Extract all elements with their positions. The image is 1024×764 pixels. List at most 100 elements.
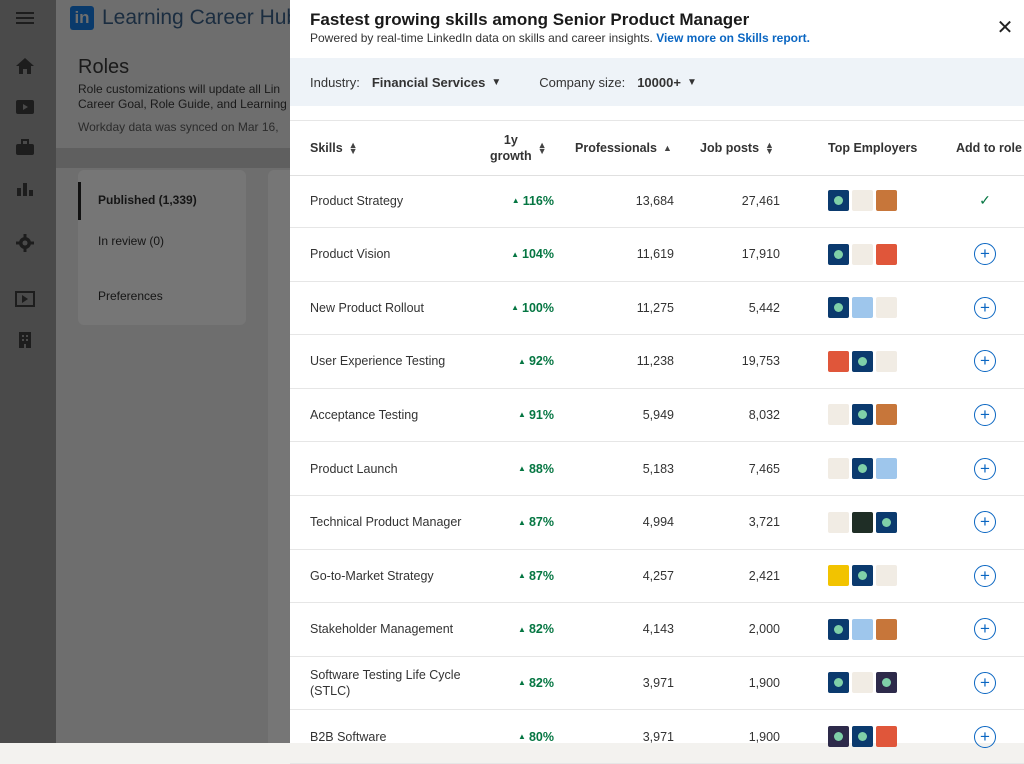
employer-orange-logo[interactable]	[876, 618, 897, 640]
skill-name[interactable]: Technical Product Manager	[310, 515, 462, 530]
skill-name[interactable]: New Product Rollout	[310, 300, 424, 315]
employer-orange-logo[interactable]	[876, 190, 897, 211]
trend-up-icon: ▲	[511, 249, 520, 259]
top-employers	[828, 496, 918, 549]
add-to-role-cell: +	[970, 228, 1000, 281]
col-skills[interactable]: Skills ▲ ▼	[310, 121, 358, 175]
col-growth[interactable]: 1y growth ▲ ▼	[490, 121, 547, 175]
employer-orange-logo[interactable]	[876, 404, 897, 426]
employer-pale-logo[interactable]	[876, 350, 897, 372]
professionals-count: 3,971	[642, 675, 674, 690]
add-to-role-cell: +	[970, 656, 1000, 709]
professionals-count: 11,619	[636, 247, 674, 262]
employer-pale-logo[interactable]	[876, 565, 897, 587]
video-icon[interactable]	[14, 97, 36, 117]
employer-navy-logo[interactable]	[852, 458, 873, 479]
building-icon[interactable]	[14, 330, 36, 350]
menu-icon[interactable]	[14, 8, 36, 28]
industry-dropdown[interactable]: Financial Services ▼	[372, 75, 501, 90]
gear-icon[interactable]	[14, 233, 36, 253]
add-to-role-button[interactable]: +	[974, 296, 996, 319]
employer-yellow-logo[interactable]	[828, 565, 849, 587]
skill-name[interactable]: Product Launch	[310, 461, 398, 476]
employer-red-pattern-logo[interactable]	[876, 243, 897, 265]
employer-pale-logo[interactable]	[852, 672, 873, 694]
employer-dark-green-logo[interactable]	[852, 511, 873, 533]
briefcase-icon[interactable]	[14, 137, 36, 157]
divider-band	[56, 148, 290, 168]
employer-navy-logo[interactable]	[852, 404, 873, 426]
employer-red-pattern-logo[interactable]	[828, 350, 849, 372]
growth-percent: 104%	[522, 247, 554, 262]
skill-name[interactable]: B2B Software	[310, 729, 387, 744]
filter-bar: Industry: Financial Services ▼ Company s…	[290, 58, 1024, 106]
employer-pale-logo[interactable]	[828, 458, 849, 479]
employer-navy-logo[interactable]	[852, 726, 873, 747]
nav-preferences[interactable]: Preferences	[98, 289, 163, 303]
add-to-role-button[interactable]: +	[974, 564, 996, 587]
add-to-role-button[interactable]: +	[974, 671, 996, 694]
employer-navy-logo[interactable]	[828, 672, 849, 694]
employer-navy-logo[interactable]	[852, 350, 873, 372]
app-brand[interactable]: in Learning Career Hub	[70, 6, 298, 30]
table-row: Product Vision ▲ 104% 11,619 17,910 +	[290, 228, 1024, 282]
add-to-role-button[interactable]: +	[974, 618, 996, 641]
employer-red-pattern-logo[interactable]	[876, 726, 897, 747]
add-to-role-button[interactable]: +	[974, 403, 996, 426]
add-to-role-button[interactable]: +	[974, 243, 996, 266]
home-icon[interactable]	[14, 56, 36, 76]
top-employers	[828, 603, 918, 656]
col-job-posts[interactable]: Job posts ▲ ▼	[700, 121, 774, 175]
growth-percent: 80%	[528, 729, 554, 744]
employer-pale-logo[interactable]	[828, 511, 849, 533]
employer-navy-logo[interactable]	[828, 618, 849, 640]
add-to-role-cell: +	[970, 442, 1000, 495]
company-size-dropdown[interactable]: 10000+ ▼	[637, 75, 697, 90]
add-to-role-button[interactable]: +	[974, 511, 996, 534]
add-to-role-button[interactable]: +	[974, 457, 996, 480]
skills-report-link[interactable]: View more on Skills report.	[656, 31, 811, 45]
skill-name[interactable]: Software Testing Life Cycle (STLC)	[310, 667, 461, 698]
employer-navy-logo[interactable]	[828, 243, 849, 265]
skill-name[interactable]: Stakeholder Management	[310, 622, 454, 637]
employer-lightblue-logo[interactable]	[852, 297, 873, 319]
nav-published[interactable]: Published (1,339)	[98, 193, 197, 207]
growth-percent: 87%	[528, 515, 554, 530]
employer-pale-logo[interactable]	[828, 404, 849, 426]
nav-in-review[interactable]: In review (0)	[98, 234, 165, 248]
skill-name[interactable]: Go-to-Market Strategy	[310, 568, 434, 583]
employer-navy-logo[interactable]	[852, 565, 873, 587]
add-to-role-cell: +	[970, 710, 1000, 763]
employer-pale-logo[interactable]	[876, 297, 897, 319]
table-header: Skills ▲ ▼ 1y growth ▲ ▼ Professionals ▲ Jo…	[290, 120, 1024, 176]
skill-name[interactable]: Acceptance Testing	[310, 407, 419, 422]
professionals-count: 5,949	[642, 407, 674, 422]
employer-lightblue-logo[interactable]	[876, 458, 897, 479]
growth-percent: 82%	[528, 622, 554, 637]
skill-name[interactable]: User Experience Testing	[310, 354, 446, 369]
table-row: Product Strategy ▲ 116% 13,684 27,461 ✓	[290, 174, 1024, 228]
employer-navy-logo[interactable]	[876, 511, 897, 533]
table-row: User Experience Testing ▲ 92% 11,238 19,753 +	[290, 335, 1024, 389]
employer-pale-logo[interactable]	[852, 243, 873, 265]
add-to-role-cell: +	[970, 549, 1000, 602]
trend-up-icon: ▲	[518, 356, 526, 366]
col-professionals[interactable]: Professionals ▲	[575, 121, 672, 175]
growth-percent: 116%	[522, 193, 554, 208]
add-to-role-button[interactable]: +	[974, 350, 996, 373]
employer-pale-logo[interactable]	[852, 190, 873, 211]
industry-value: Financial Services	[371, 74, 486, 90]
table-row: Go-to-Market Strategy ▲ 87% 4,257 2,421 +	[290, 549, 1024, 604]
employer-navy-logo[interactable]	[828, 297, 849, 319]
skill-name[interactable]: Product Strategy	[310, 193, 404, 208]
add-to-role-button[interactable]: +	[974, 725, 996, 748]
check-icon[interactable]: ✓	[979, 192, 991, 208]
employer-dark-purple-logo[interactable]	[828, 726, 849, 747]
employer-lightblue-logo[interactable]	[852, 618, 873, 640]
close-icon[interactable]: ✕	[996, 16, 1014, 39]
employer-navy-logo[interactable]	[828, 190, 849, 211]
employer-dark-purple-logo[interactable]	[876, 672, 897, 694]
skill-name[interactable]: Product Vision	[310, 247, 391, 262]
playlist-icon[interactable]	[14, 289, 36, 309]
analytics-icon[interactable]	[14, 178, 36, 198]
